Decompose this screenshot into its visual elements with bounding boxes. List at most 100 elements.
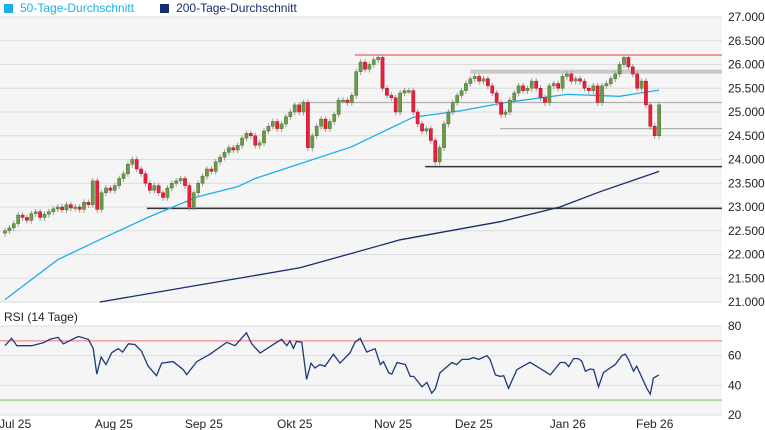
candle-up [292,104,297,113]
candle-up [213,161,218,172]
candle-up [525,88,530,91]
candle-up [437,147,442,163]
candle-up [398,92,402,113]
candle-down [86,202,91,205]
candle-down [306,102,310,148]
candle-up [174,180,179,184]
y-tick-label: 21.000 [728,295,765,309]
rsi-title: RSI (14 Tage) [4,310,78,324]
candle-up [349,95,354,103]
candle-up [301,102,306,113]
candle-up [657,104,661,136]
candle-up [55,206,60,210]
candle-up [11,223,16,229]
candle-up [279,123,284,129]
rsi-line [4,331,660,397]
legend: 50-Tage-Durchschnitt 200-Tage-Durchschni… [4,0,323,16]
candle-down [187,185,192,208]
candle-up [104,187,108,193]
candle-up [371,59,376,65]
x-tick-label: Nov 25 [374,417,412,430]
legend-item-ma200[interactable]: 200-Tage-Durchschnitt [160,1,297,15]
candle-up [450,102,455,113]
candle-up [73,206,78,209]
candle-up [205,168,209,177]
x-tick-label: Jan 26 [550,417,586,430]
candle-down [143,173,148,184]
candle-up [222,152,227,158]
candle-down [183,178,187,186]
x-tick-label: Aug 25 [95,417,133,430]
candle-up [336,99,341,115]
candle-up [126,164,130,174]
candle-down [644,80,648,106]
candle-down [345,99,350,103]
candle-up [82,202,86,210]
candle-up [42,213,47,218]
candle-up [270,121,275,127]
candle-up [328,121,332,129]
candle-down [69,204,73,209]
candle-down [538,88,543,98]
candle-up [90,180,95,205]
candle-up [314,126,319,136]
candle-up [29,213,34,221]
candle-down [209,168,214,172]
candle-up [503,111,508,115]
ma200-line [99,170,660,303]
candle-down [486,78,490,87]
candle-down [477,76,481,82]
candle-up [446,111,451,125]
candle-down [363,61,367,70]
candle-up [178,178,183,182]
candle-up [33,211,38,214]
candle-up [376,57,380,60]
candle-down [134,159,139,170]
candle-down [95,180,100,210]
candle-up [424,128,429,132]
candle-down [543,97,547,103]
candle-up [468,78,473,84]
candle-up [639,80,644,89]
candle-up [51,208,56,212]
y-tick-label: 22.000 [728,248,765,262]
candle-down [77,206,82,210]
candle-up [64,204,69,211]
candle-up [332,114,337,122]
candle-up [604,83,609,87]
candle-up [117,178,121,186]
candle-down [521,85,525,91]
candle-up [551,83,556,87]
candle-down [626,57,631,68]
candle-down [595,85,600,103]
x-tick-label: Okt 25 [277,417,313,430]
candle-down [393,97,398,113]
candle-down [380,57,385,89]
candle-up [608,78,613,84]
candle-down [587,88,591,91]
candle-up [622,57,626,65]
candle-up [152,185,157,191]
candle-up [284,116,288,125]
legend-item-ma50[interactable]: 50-Tage-Durchschnitt [4,1,134,15]
candle-up [565,73,569,77]
candle-down [428,128,433,141]
candle-down [60,206,64,211]
candle-down [420,123,424,132]
candle-up [99,192,104,210]
candle-up [165,187,170,198]
candle-up [358,61,363,72]
candle-up [464,83,468,91]
candle-up [560,76,565,89]
candle-up [262,130,266,144]
candle-up [257,142,262,146]
candle-up [130,159,135,165]
x-tick-label: Jul 25 [0,417,31,430]
candle-up [367,64,372,70]
candle-down [635,73,640,89]
y-tick-label: 26.000 [728,58,765,72]
candle-down [148,183,152,191]
candle-up [227,147,231,153]
ma50-swatch-icon [4,3,13,13]
candle-down [323,118,328,129]
